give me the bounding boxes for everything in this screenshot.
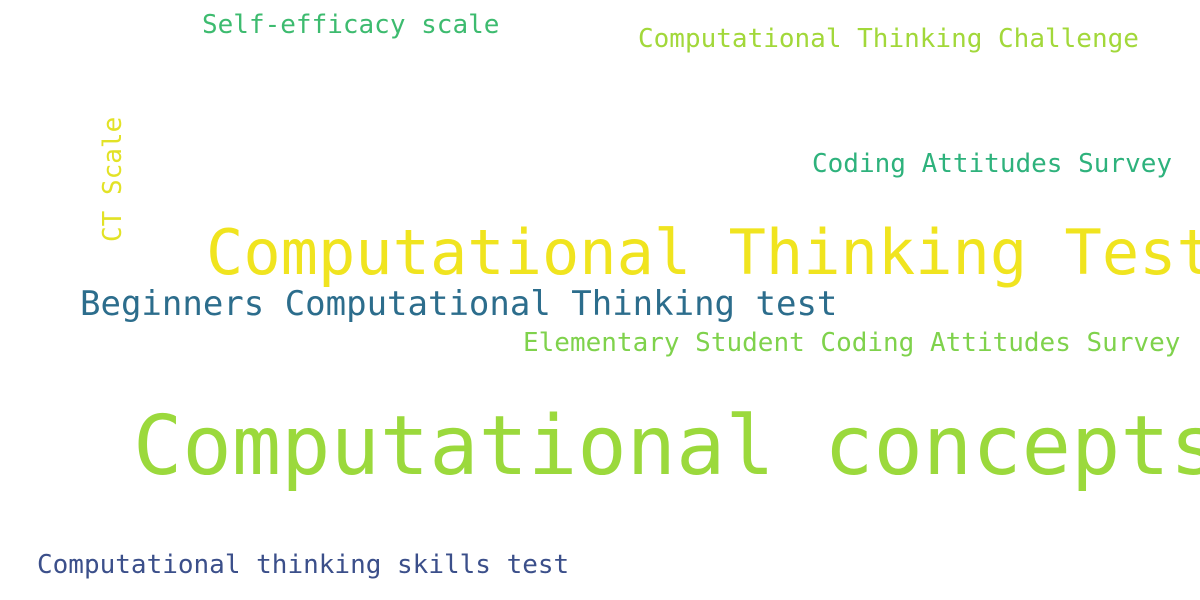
word-computational-concepts: Computational concepts — [133, 399, 1200, 494]
word-self-efficacy-scale: Self-efficacy scale — [202, 10, 500, 40]
word-ct-scale: CT Scale — [98, 116, 128, 242]
word-elementary-student-coding-attitudes-survey: Elementary Student Coding Attitudes Surv… — [523, 328, 1181, 358]
word-computational-thinking-skills-test: Computational thinking skills test — [37, 550, 570, 580]
word-beginners-computational-thinking-test: Beginners Computational Thinking test — [80, 284, 838, 324]
word-computational-thinking-challenge: Computational Thinking Challenge — [638, 24, 1139, 54]
word-computational-thinking-test: Computational Thinking Test — [206, 216, 1200, 289]
word-coding-attitudes-survey: Coding Attitudes Survey — [812, 149, 1173, 179]
